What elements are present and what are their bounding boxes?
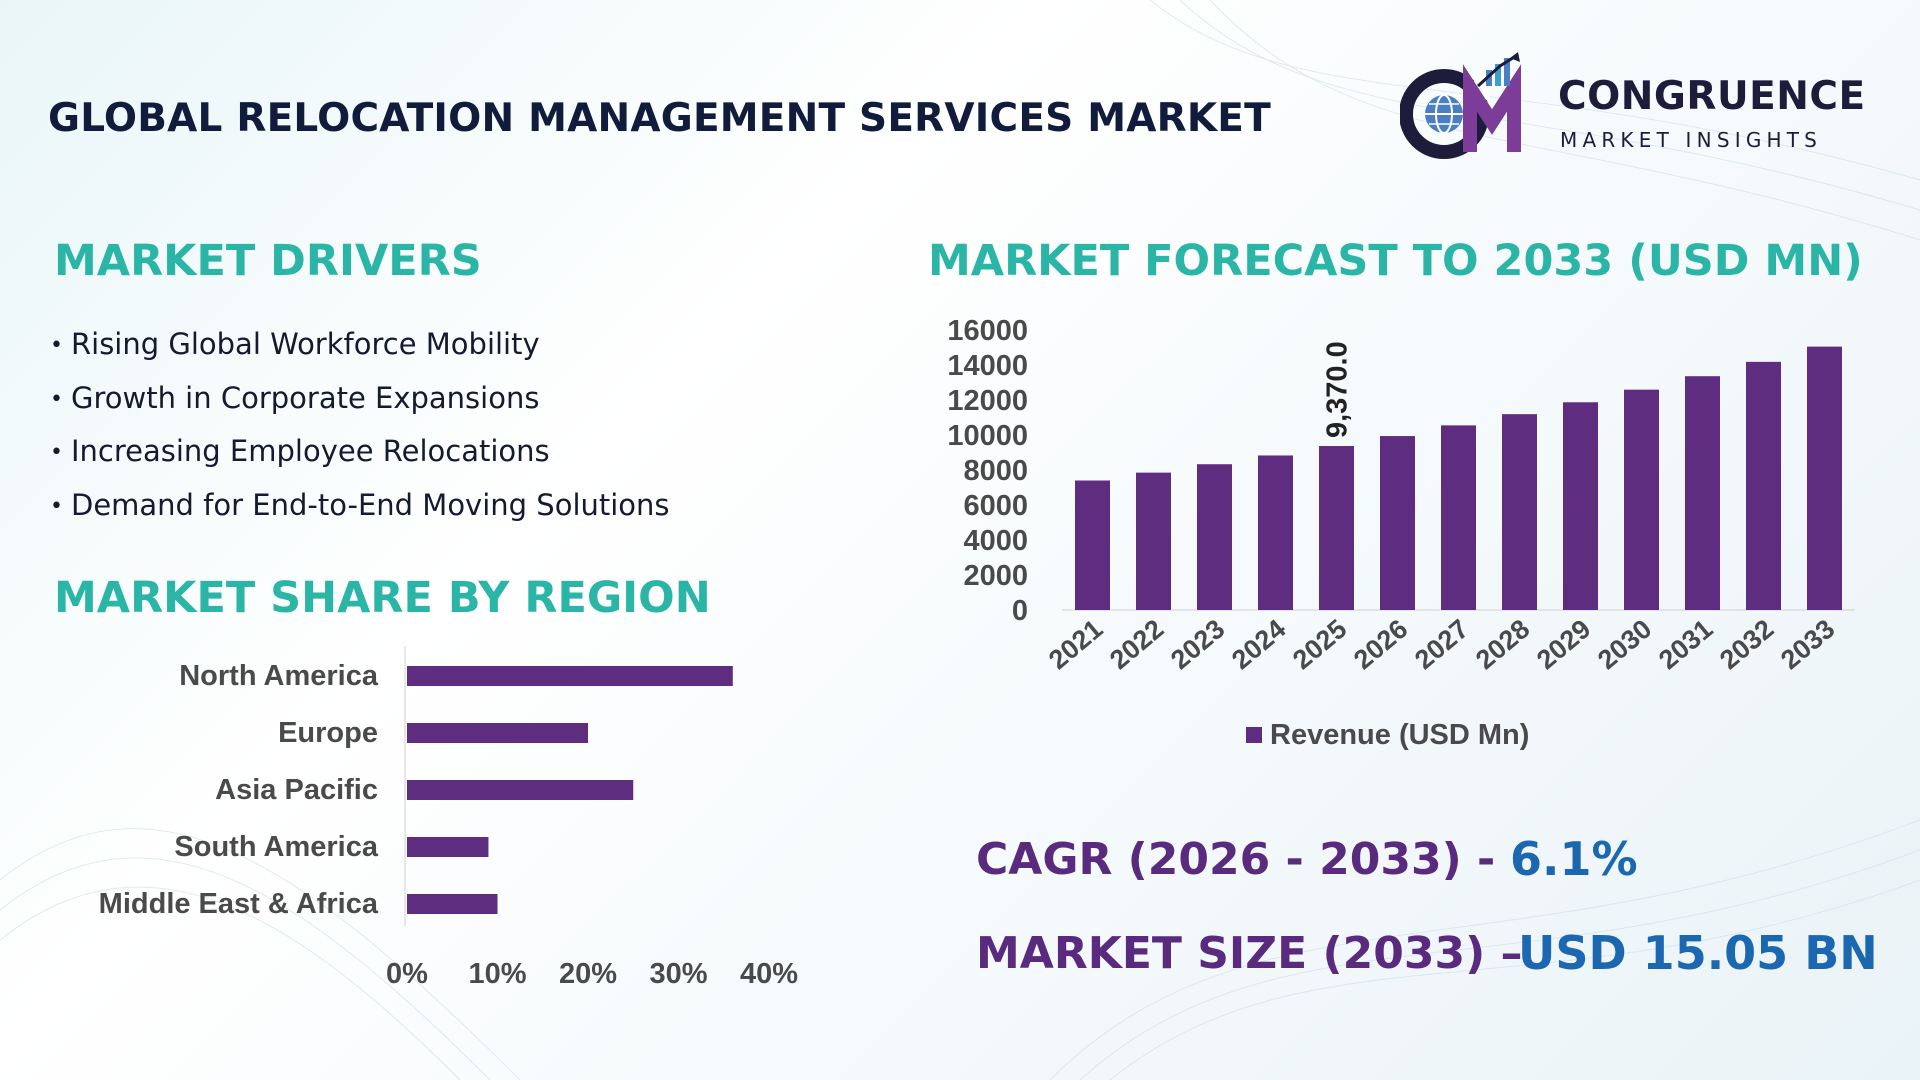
x-tick-label: 2031 — [1653, 614, 1718, 676]
bar — [407, 780, 634, 800]
driver-text: Increasing Employee Relocations — [70, 434, 550, 468]
list-item: • Growth in Corporate Expansions — [50, 376, 670, 430]
bar — [1319, 446, 1354, 610]
cagr-label: CAGR (2026 - 2033) - — [976, 834, 1496, 885]
bullet-icon: • — [50, 386, 63, 412]
bar — [1380, 436, 1415, 610]
driver-text: Demand for End-to-End Moving Solutions — [70, 487, 670, 522]
x-tick-label: 2023 — [1165, 614, 1230, 676]
y-tick-label: 14000 — [947, 350, 1028, 382]
y-tick-label: 12000 — [947, 385, 1028, 417]
bar — [407, 837, 489, 857]
category-label: South America — [174, 831, 378, 863]
tick-label: 0% — [386, 958, 428, 990]
bar — [407, 723, 588, 743]
region-heading: MARKET SHARE BY REGION — [54, 573, 711, 623]
list-item: • Increasing Employee Relocations — [50, 429, 670, 483]
brand-name: CONGRUENCE — [1558, 74, 1866, 119]
x-tick-label: 2028 — [1470, 614, 1535, 676]
x-tick-label: 2024 — [1226, 614, 1291, 676]
driver-text: Growth in Corporate Expansions — [70, 380, 540, 415]
page-title: GLOBAL RELOCATION MANAGEMENT SERVICES MA… — [48, 96, 1271, 141]
bar — [1441, 425, 1476, 610]
category-label: Europe — [278, 717, 378, 749]
y-tick-label: 0 — [1012, 595, 1028, 627]
bar — [1197, 464, 1232, 610]
bullet-icon: • — [50, 493, 63, 519]
y-tick-label: 16000 — [947, 315, 1028, 347]
tick-label: 30% — [649, 958, 707, 990]
x-tick-label: 2030 — [1592, 614, 1657, 676]
driver-text: Rising Global Workforce Mobility — [70, 327, 540, 361]
data-label: 9,370.0 — [1322, 341, 1354, 438]
globe-bar-chart-icon — [1400, 52, 1521, 159]
bar — [1685, 376, 1720, 610]
tick-label: 40% — [740, 958, 798, 990]
bar — [1746, 361, 1781, 610]
bar — [1075, 480, 1110, 610]
y-tick-label: 4000 — [963, 525, 1028, 557]
category-label: North America — [179, 660, 379, 692]
y-tick-label: 8000 — [963, 455, 1028, 487]
bar — [407, 894, 498, 914]
x-tick-label: 2021 — [1043, 614, 1108, 676]
category-label: Asia Pacific — [215, 774, 378, 806]
brand-logo: CONGRUENCE MARKET INSIGHTS — [1400, 52, 1880, 162]
brand-subtitle: MARKET INSIGHTS — [1560, 128, 1823, 152]
region-share-chart: North America Europe Asia Pacific South Ame… — [99, 646, 798, 990]
x-tick-label: 2026 — [1348, 614, 1413, 676]
category-label: Middle East & Africa — [99, 888, 379, 920]
x-tick-label: 2025 — [1287, 614, 1352, 676]
y-tick-label: 2000 — [963, 560, 1028, 592]
list-item: • Demand for End-to-End Moving Solutions — [50, 483, 670, 537]
y-tick-label: 10000 — [947, 420, 1028, 452]
market-size-value: USD 15.05 BN — [1518, 926, 1878, 980]
bar — [1136, 472, 1171, 610]
bar — [1563, 402, 1598, 610]
x-tick-label: 2032 — [1714, 614, 1779, 676]
cagr-value: 6.1% — [1510, 832, 1638, 886]
forecast-heading: MARKET FORECAST TO 2033 (USD MN) — [928, 236, 1863, 286]
tick-label: 20% — [559, 958, 617, 990]
y-tick-label: 6000 — [963, 490, 1028, 522]
list-item: • Rising Global Workforce Mobility — [50, 322, 670, 376]
bar — [407, 666, 733, 686]
x-tick-label: 2033 — [1775, 614, 1840, 676]
bar — [1807, 346, 1842, 610]
legend-label: Revenue (USD Mn) — [1270, 719, 1529, 751]
bar — [1258, 455, 1293, 610]
legend-swatch — [1246, 727, 1262, 743]
drivers-heading: MARKET DRIVERS — [54, 236, 482, 286]
x-tick-label: 2027 — [1409, 614, 1474, 676]
bar — [1624, 389, 1659, 610]
bar — [1502, 414, 1537, 610]
market-size-label: MARKET SIZE (2033) – — [976, 928, 1523, 979]
bullet-icon: • — [50, 440, 63, 465]
drivers-list: • Rising Global Workforce Mobility • Growt… — [50, 322, 670, 536]
x-tick-label: 2022 — [1104, 614, 1169, 676]
bullet-icon: • — [50, 333, 63, 358]
x-tick-label: 2029 — [1531, 614, 1596, 676]
tick-label: 10% — [468, 958, 526, 990]
